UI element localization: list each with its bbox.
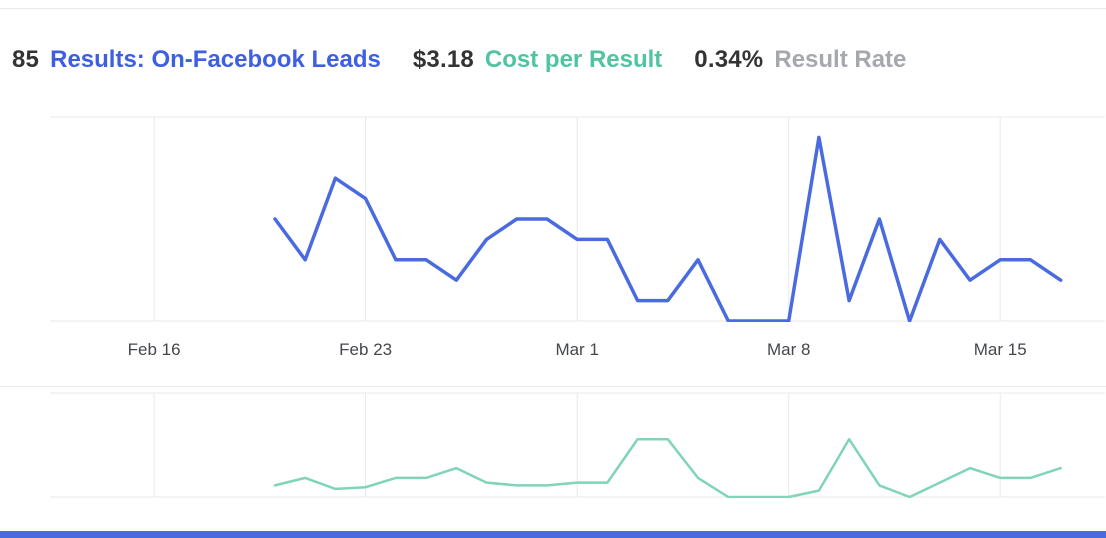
cost-per-result-value: $3.18 (412, 46, 474, 73)
x-axis: Feb 16 Feb 23 Mar 1 Mar 8 Mar 15 (0, 322, 1106, 387)
cost-per-result-label: Cost per Result (484, 46, 663, 73)
result-rate-label: Result Rate (774, 46, 907, 73)
metric-results: 85 Results: On-Facebook Leads (12, 46, 381, 74)
cost-line-chart (50, 392, 1105, 498)
x-tick-label: Feb 16 (127, 340, 181, 359)
x-tick-label: Mar 1 (555, 340, 599, 359)
bottom-divider (0, 531, 1106, 538)
x-tick-label: Mar 15 (973, 340, 1027, 359)
results-count: 85 (12, 46, 40, 73)
top-divider (0, 8, 1106, 9)
results-label: Results: On-Facebook Leads (50, 46, 381, 73)
x-tick-label: Feb 23 (339, 340, 393, 359)
metric-cost-per-result: $3.18 Cost per Result (413, 46, 662, 74)
metrics-header: 85 Results: On-Facebook Leads $3.18 Cost… (12, 46, 906, 74)
metric-result-rate: 0.34% Result Rate (694, 46, 906, 74)
result-rate-value: 0.34% (694, 46, 764, 73)
x-tick-label: Mar 8 (766, 340, 811, 359)
results-line-chart (50, 116, 1105, 322)
